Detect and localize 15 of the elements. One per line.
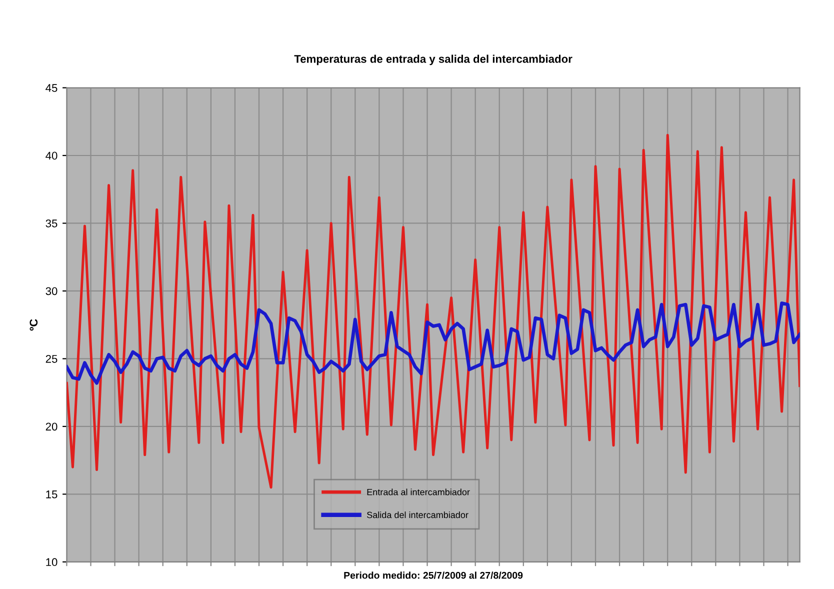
legend-label: Salida del intercambiador xyxy=(367,512,468,518)
line-series xyxy=(66,301,800,385)
legend-label: Entrada al intercambiador xyxy=(367,488,470,496)
y-tick-label: 45 xyxy=(46,84,58,92)
x-axis-title: Periodo medido: 25/7/2009 al 27/8/2009 xyxy=(344,572,523,579)
y-tick-label: 20 xyxy=(46,422,58,431)
y-tick-label: 40 xyxy=(46,152,58,160)
chart-title: Temperaturas de entrada y salida del intercambiador xyxy=(294,54,572,66)
y-axis-title: ºC xyxy=(30,319,38,331)
y-tick-label: 25 xyxy=(46,354,58,363)
y-tick-label: 15 xyxy=(46,490,58,498)
line-series xyxy=(66,134,800,489)
y-tick-label: 10 xyxy=(46,558,58,566)
y-tick-label: 30 xyxy=(46,287,58,296)
y-tick-label: 35 xyxy=(46,220,58,228)
